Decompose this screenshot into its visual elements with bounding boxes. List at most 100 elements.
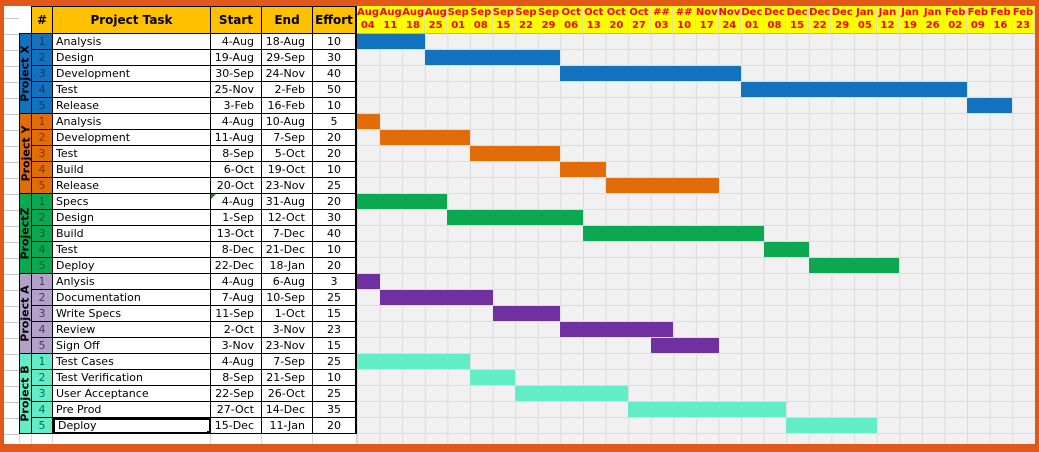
task-number-cell[interactable]: 5 [32, 418, 53, 434]
end-date-cell[interactable]: 23-Nov [262, 338, 313, 354]
task-number-cell[interactable]: 5 [32, 338, 53, 354]
timeline-week-column[interactable]: Aug 18 [402, 6, 425, 34]
end-date-cell[interactable]: 18-Aug [262, 34, 313, 50]
gantt-row[interactable] [357, 402, 1035, 418]
effort-cell[interactable]: 35 [313, 402, 357, 418]
gantt-row[interactable] [357, 386, 1035, 402]
task-number-cell[interactable]: 4 [32, 82, 53, 98]
task-name-cell[interactable]: Documentation [53, 290, 211, 306]
gantt-row[interactable] [357, 290, 1035, 306]
task-number-cell[interactable]: 1 [32, 114, 53, 130]
task-name-cell[interactable]: User Acceptance [53, 386, 211, 402]
task-name-cell[interactable]: Test [53, 82, 211, 98]
task-number-cell[interactable]: 5 [32, 178, 53, 194]
effort-cell[interactable]: 30 [313, 210, 357, 226]
effort-cell[interactable]: 10 [313, 370, 357, 386]
task-number-cell[interactable]: 3 [32, 386, 53, 402]
timeline-week-column[interactable]: Jan 05 [854, 6, 877, 34]
end-date-cell[interactable]: 7-Sep [262, 130, 313, 146]
start-date-cell[interactable]: 4-Aug [211, 194, 262, 210]
timeline-week-column[interactable]: Oct 27 [628, 6, 651, 34]
end-date-cell[interactable]: 10-Aug [262, 114, 313, 130]
task-name-cell[interactable]: Release [53, 98, 211, 114]
start-date-cell[interactable]: 27-Oct [211, 402, 262, 418]
end-date-cell[interactable]: 7-Sep [262, 354, 313, 370]
task-name-cell[interactable]: Deploy [53, 258, 211, 274]
gantt-row[interactable] [357, 34, 1035, 50]
project-band[interactable]: ProjectZ [19, 194, 32, 274]
project-band[interactable]: Project A [19, 274, 32, 354]
task-name-cell[interactable]: Anlysis [53, 274, 211, 290]
start-date-cell[interactable]: 4-Aug [211, 354, 262, 370]
column-header-start[interactable]: Start [211, 6, 262, 34]
task-name-cell[interactable]: Sign Off [53, 338, 211, 354]
gantt-row[interactable] [357, 162, 1035, 178]
start-date-cell[interactable]: 11-Aug [211, 130, 262, 146]
timeline-week-column[interactable]: Aug 25 [424, 6, 448, 34]
start-date-cell[interactable]: 3-Feb [211, 98, 262, 114]
task-number-cell[interactable]: 1 [32, 34, 53, 50]
task-number-cell[interactable]: 1 [32, 354, 53, 370]
gantt-row[interactable] [357, 50, 1035, 66]
timeline-week-column[interactable]: Jan 26 [921, 6, 945, 34]
task-name-cell[interactable]: Analysis [53, 114, 211, 130]
task-number-cell[interactable]: 4 [32, 322, 53, 338]
task-name-cell[interactable]: Build [53, 226, 211, 242]
effort-cell[interactable]: 25 [313, 178, 357, 194]
task-number-cell[interactable]: 5 [32, 258, 53, 274]
timeline-week-column[interactable]: Jan 19 [899, 6, 922, 34]
gantt-row[interactable] [357, 258, 1035, 274]
start-date-cell[interactable]: 13-Oct [211, 226, 262, 242]
column-header-end[interactable]: End [262, 6, 313, 34]
task-name-cell[interactable]: Test Cases [53, 354, 211, 370]
project-band[interactable]: Project Y [19, 114, 32, 194]
task-name-cell[interactable]: Write Specs [53, 306, 211, 322]
start-date-cell[interactable]: 4-Aug [211, 34, 262, 50]
task-number-cell[interactable]: 2 [32, 130, 53, 146]
task-number-cell[interactable]: 4 [32, 242, 53, 258]
effort-cell[interactable]: 25 [313, 386, 357, 402]
effort-cell[interactable]: 25 [313, 354, 357, 370]
timeline-week-column[interactable]: ## 03 [650, 6, 674, 34]
column-header-number[interactable]: # [32, 6, 53, 34]
end-date-cell[interactable]: 1-Oct [262, 306, 313, 322]
effort-cell[interactable]: 20 [313, 130, 357, 146]
effort-cell[interactable]: 30 [313, 50, 357, 66]
gantt-row[interactable] [357, 178, 1035, 194]
end-date-cell[interactable]: 7-Dec [262, 226, 313, 242]
gantt-row[interactable] [357, 418, 1035, 434]
gantt-row[interactable] [357, 194, 1035, 210]
timeline-week-column[interactable]: Dec 22 [808, 6, 832, 34]
start-date-cell[interactable]: 7-Aug [211, 290, 262, 306]
project-band[interactable]: Project X [19, 34, 32, 114]
task-number-cell[interactable]: 3 [32, 146, 53, 162]
start-date-cell[interactable]: 8-Dec [211, 242, 262, 258]
gantt-row[interactable] [357, 82, 1035, 98]
task-name-cell[interactable]: Development [53, 130, 211, 146]
task-name-cell[interactable]: Pre Prod [53, 402, 211, 418]
gantt-row[interactable] [357, 322, 1035, 338]
end-date-cell[interactable]: 12-Oct [262, 210, 313, 226]
timeline-week-column[interactable]: Feb 09 [967, 6, 990, 34]
timeline-week-column[interactable]: Oct 06 [560, 6, 583, 34]
gantt-row[interactable] [357, 146, 1035, 162]
end-date-cell[interactable]: 18-Jan [262, 258, 313, 274]
task-number-cell[interactable]: 2 [32, 370, 53, 386]
timeline-week-column[interactable]: Feb 16 [989, 6, 1013, 34]
effort-cell[interactable]: 15 [313, 306, 357, 322]
gantt-row[interactable] [357, 98, 1035, 114]
task-name-cell[interactable]: Design [53, 210, 211, 226]
gantt-row[interactable] [357, 338, 1035, 354]
end-date-cell[interactable]: 26-Oct [262, 386, 313, 402]
end-date-cell[interactable]: 5-Oct [262, 146, 313, 162]
project-band-header[interactable] [19, 6, 32, 34]
timeline-week-column[interactable]: Aug 04 [357, 6, 380, 34]
effort-cell[interactable]: 20 [313, 194, 357, 210]
task-number-cell[interactable]: 4 [32, 162, 53, 178]
timeline-week-column[interactable]: Sep 22 [515, 6, 538, 34]
timeline-week-column[interactable]: ## 10 [673, 6, 696, 34]
start-date-cell[interactable]: 15-Dec [211, 418, 262, 434]
task-name-cell[interactable]: Test Verification [53, 370, 211, 386]
end-date-cell[interactable]: 3-Nov [262, 322, 313, 338]
timeline-week-column[interactable]: Sep 29 [537, 6, 561, 34]
